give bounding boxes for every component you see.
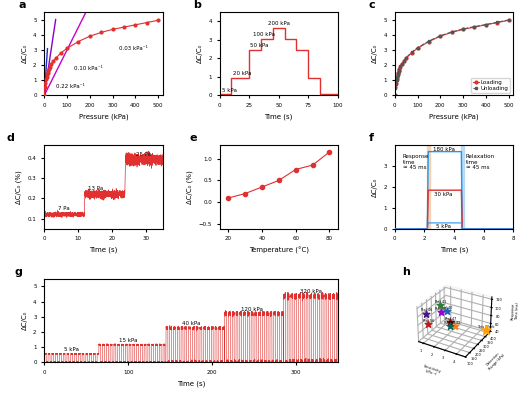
Text: f: f bbox=[369, 133, 374, 143]
Unloading bbox=[396, 67, 402, 72]
Text: h: h bbox=[402, 267, 410, 277]
Unloading bbox=[449, 29, 455, 34]
Loading bbox=[392, 85, 399, 90]
Text: 7 Pa: 7 Pa bbox=[58, 207, 70, 211]
Bar bbox=[462, 145, 464, 229]
Y-axis label: ΔC/C₀ (%): ΔC/C₀ (%) bbox=[187, 170, 193, 204]
Text: 25 Pa: 25 Pa bbox=[135, 152, 151, 156]
Text: 5 kPa: 5 kPa bbox=[436, 224, 451, 229]
Unloading bbox=[494, 20, 500, 25]
Loading bbox=[449, 30, 455, 35]
Loading bbox=[392, 93, 398, 98]
Unloading bbox=[401, 59, 407, 63]
Loading bbox=[437, 34, 443, 39]
Unloading bbox=[414, 45, 420, 50]
Text: 50 kPa: 50 kPa bbox=[250, 43, 269, 48]
Loading bbox=[399, 62, 405, 66]
Loading bbox=[393, 77, 400, 82]
X-axis label: Sensitivity
(kPa⁻¹): Sensitivity (kPa⁻¹) bbox=[421, 364, 442, 378]
Y-axis label: ΔC/C₀: ΔC/C₀ bbox=[21, 311, 28, 330]
Legend: Loading, Unloading: Loading, Unloading bbox=[471, 78, 511, 93]
Text: 40 kPa: 40 kPa bbox=[182, 321, 201, 326]
Text: g: g bbox=[15, 267, 23, 277]
Text: 320 kPa: 320 kPa bbox=[300, 289, 322, 294]
X-axis label: Time (s): Time (s) bbox=[265, 113, 293, 120]
Unloading bbox=[472, 24, 478, 29]
Unloading bbox=[393, 78, 400, 82]
Text: 13 Pa: 13 Pa bbox=[88, 186, 104, 191]
Loading bbox=[398, 64, 404, 69]
X-axis label: Time (s): Time (s) bbox=[440, 247, 468, 254]
Unloading bbox=[393, 81, 399, 86]
Loading bbox=[483, 22, 489, 27]
Unloading bbox=[394, 75, 400, 80]
Loading bbox=[403, 56, 410, 60]
Bar bbox=[427, 145, 430, 229]
Loading bbox=[394, 75, 400, 80]
Unloading bbox=[398, 64, 404, 68]
Loading bbox=[505, 18, 512, 23]
Text: c: c bbox=[369, 0, 375, 10]
Loading bbox=[426, 39, 432, 44]
Unloading bbox=[505, 18, 512, 22]
Text: 0.22 kPa⁻¹: 0.22 kPa⁻¹ bbox=[56, 84, 84, 89]
X-axis label: Time (s): Time (s) bbox=[89, 247, 118, 254]
Unloading bbox=[426, 39, 432, 43]
Text: Relaxation
time
≈ 45 ms: Relaxation time ≈ 45 ms bbox=[466, 154, 495, 170]
Y-axis label: ΔC/C₀: ΔC/C₀ bbox=[21, 44, 28, 63]
Loading bbox=[396, 67, 402, 72]
Loading bbox=[494, 20, 500, 25]
Text: a: a bbox=[18, 0, 26, 10]
Text: d: d bbox=[6, 133, 14, 143]
Unloading bbox=[403, 55, 410, 60]
Y-axis label: ΔC/C₀: ΔC/C₀ bbox=[197, 44, 203, 63]
Text: b: b bbox=[193, 0, 201, 10]
Loading bbox=[396, 68, 402, 73]
Y-axis label: ΔC/C₀: ΔC/C₀ bbox=[372, 178, 378, 197]
X-axis label: Temperature (°C): Temperature (°C) bbox=[249, 247, 309, 254]
Y-axis label: ΔC/C₀ (%): ΔC/C₀ (%) bbox=[16, 170, 22, 204]
Unloading bbox=[396, 69, 402, 74]
Unloading bbox=[392, 93, 398, 98]
Loading bbox=[401, 59, 407, 64]
Text: 15 kPa: 15 kPa bbox=[119, 338, 138, 343]
X-axis label: Time (s): Time (s) bbox=[177, 380, 205, 387]
Unloading bbox=[437, 33, 443, 38]
Loading bbox=[409, 50, 415, 55]
Unloading bbox=[409, 50, 415, 55]
Text: 200 kPa: 200 kPa bbox=[268, 21, 290, 26]
Text: 30 kPa: 30 kPa bbox=[435, 192, 453, 197]
Loading bbox=[394, 72, 401, 77]
Loading bbox=[460, 27, 466, 32]
Text: 5 kPa: 5 kPa bbox=[64, 347, 79, 352]
Text: 100 kPa: 100 kPa bbox=[253, 32, 275, 37]
Unloading bbox=[399, 61, 405, 66]
Text: Response
time
≈ 45 ms: Response time ≈ 45 ms bbox=[403, 154, 429, 170]
X-axis label: Pressure (kPa): Pressure (kPa) bbox=[429, 113, 479, 120]
Unloading bbox=[392, 85, 399, 90]
Text: 120 kPa: 120 kPa bbox=[241, 306, 263, 312]
Loading bbox=[395, 70, 401, 75]
Line: Loading: Loading bbox=[393, 19, 510, 97]
X-axis label: Pressure (kPa): Pressure (kPa) bbox=[79, 113, 128, 120]
Text: 5 kPa: 5 kPa bbox=[222, 88, 237, 93]
Y-axis label: Detection
Range (kPa): Detection Range (kPa) bbox=[485, 350, 505, 371]
Loading bbox=[472, 25, 478, 29]
Y-axis label: ΔC/C₀: ΔC/C₀ bbox=[372, 44, 378, 63]
Unloading bbox=[483, 22, 489, 27]
Unloading bbox=[395, 70, 401, 75]
Loading bbox=[393, 80, 399, 85]
Text: 0.03 kPa⁻¹: 0.03 kPa⁻¹ bbox=[119, 46, 148, 51]
Unloading bbox=[394, 72, 401, 77]
Unloading bbox=[460, 27, 466, 31]
Loading bbox=[414, 46, 420, 51]
Line: Unloading: Unloading bbox=[393, 19, 510, 97]
Text: 180 kPa: 180 kPa bbox=[432, 146, 455, 152]
Text: 20 kPa: 20 kPa bbox=[232, 71, 251, 76]
Text: e: e bbox=[190, 133, 197, 143]
Text: 0.10 kPa⁻¹: 0.10 kPa⁻¹ bbox=[74, 66, 103, 71]
